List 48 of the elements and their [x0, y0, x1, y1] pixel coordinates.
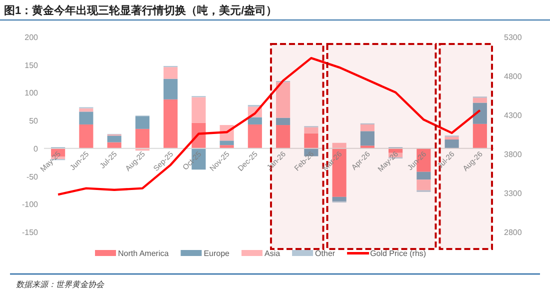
bar: [304, 127, 318, 134]
source-note: 数据来源：世界黄金协会: [16, 280, 105, 289]
bar: [332, 196, 346, 202]
y-tick-label: 200: [24, 33, 39, 42]
bar: [304, 133, 318, 148]
bar: [164, 99, 178, 148]
bar: [472, 124, 487, 148]
bar: [276, 125, 290, 148]
bar: [360, 131, 374, 146]
y2-tick-label: 3300: [504, 189, 522, 198]
legend-label: Europe: [204, 249, 230, 258]
y2-tick-label: 4800: [504, 72, 522, 81]
y2-tick-label: 5300: [504, 33, 522, 42]
y-tick-label: 100: [24, 88, 39, 98]
bar: [79, 124, 94, 148]
bar: [107, 136, 122, 142]
bar: [444, 136, 459, 140]
bar: [79, 112, 94, 124]
y-tick-label: -100: [22, 200, 39, 210]
bar: [444, 140, 459, 148]
bar: [416, 180, 431, 190]
bar: [164, 67, 178, 79]
y-tick-label: -150: [22, 228, 39, 237]
y-tick-label: -50: [26, 172, 39, 182]
legend-label: Other: [315, 249, 336, 258]
y2-tick-label: 4300: [504, 111, 522, 120]
bar: [276, 82, 290, 118]
bar: [248, 124, 262, 148]
bar: [135, 128, 150, 148]
bar: [472, 102, 487, 124]
bar: [192, 97, 206, 123]
legend-label: Asia: [264, 249, 281, 258]
y2-tick-label: 2800: [504, 228, 522, 237]
y2-tick-label: 3800: [504, 150, 522, 159]
legend-label: Gold Price (rhs): [370, 249, 426, 258]
bar: [248, 117, 262, 124]
y-tick-label: 150: [24, 60, 39, 70]
legend-label: North America: [118, 249, 170, 258]
bar: [416, 172, 431, 180]
bar: [360, 124, 374, 132]
bar: [164, 78, 178, 100]
y-tick-label: 50: [29, 116, 39, 126]
bar: [276, 118, 290, 126]
bar: [220, 140, 234, 146]
bar: [135, 116, 150, 129]
chart-title: 图1：黄金今年出现三轮显著行情切换（吨，美元/盎司）: [4, 4, 278, 17]
y-tick-label: 0: [34, 144, 39, 154]
bar: [472, 98, 487, 103]
